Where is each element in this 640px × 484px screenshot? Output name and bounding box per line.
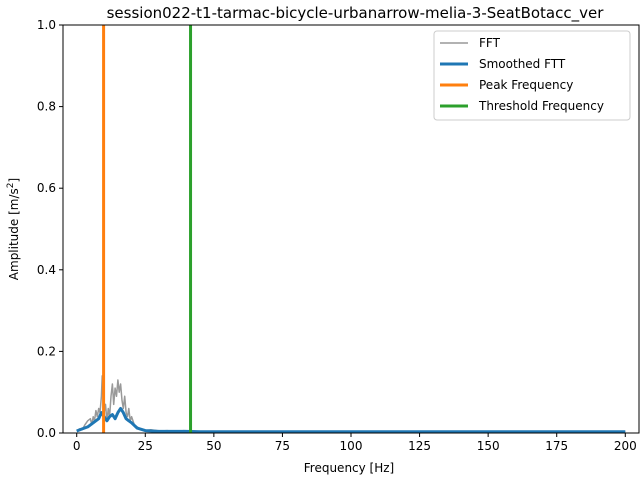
- x-tick-label: 100: [340, 439, 363, 453]
- y-axis-label-tail: ]: [7, 178, 21, 183]
- legend: FFT Smoothed FTT Peak Frequency Threshold F…: [433, 30, 631, 121]
- y-axis-label: Amplitude [m/s2]: [6, 178, 21, 280]
- y-tick-label: 0.2: [37, 344, 56, 358]
- x-axis: 0 25 50 75 100 125 150 175 200: [73, 433, 637, 453]
- y-axis-label-superscript: 2: [6, 182, 16, 188]
- y-axis-label-main: Amplitude [m/s: [7, 188, 21, 280]
- x-tick-label: 150: [477, 439, 500, 453]
- x-tick-label: 75: [275, 439, 290, 453]
- legend-box: [433, 30, 631, 121]
- x-tick-label: 200: [614, 439, 637, 453]
- x-axis-label: Frequency [Hz]: [304, 461, 395, 475]
- x-tick-label: 125: [408, 439, 431, 453]
- legend-label-fft: FFT: [479, 36, 501, 50]
- x-tick-label: 0: [73, 439, 81, 453]
- legend-label-smoothed-ftt: Smoothed FTT: [479, 57, 566, 71]
- x-tick-label: 50: [206, 439, 221, 453]
- plot-area: [76, 25, 626, 434]
- smoothed-ftt-line: [76, 407, 626, 434]
- legend-label-peak-frequency: Peak Frequency: [479, 78, 573, 92]
- y-tick-label: 1.0: [37, 18, 56, 32]
- y-tick-label: 0.4: [37, 263, 56, 277]
- x-tick-label: 25: [138, 439, 153, 453]
- chart-title: session022-t1-tarmac-bicycle-urbanarrow-…: [107, 4, 605, 23]
- legend-label-threshold-frequency: Threshold Frequency: [478, 99, 604, 113]
- y-tick-label: 0.0: [37, 426, 56, 440]
- y-axis: 0.0 0.2 0.4 0.6 0.8 1.0: [37, 18, 63, 440]
- y-tick-label: 0.8: [37, 100, 56, 114]
- x-tick-label: 175: [545, 439, 568, 453]
- y-tick-label: 0.6: [37, 181, 56, 195]
